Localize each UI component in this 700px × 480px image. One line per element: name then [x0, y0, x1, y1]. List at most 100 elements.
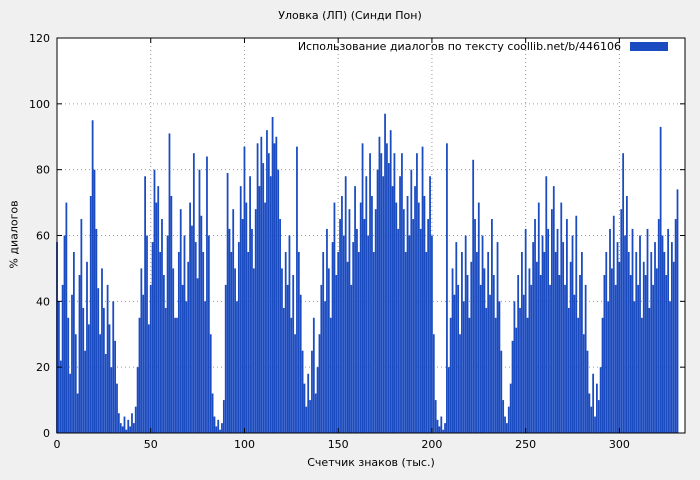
bar — [191, 225, 193, 434]
bar — [461, 251, 463, 433]
bar — [421, 146, 424, 434]
bar — [640, 317, 643, 433]
bar — [386, 143, 388, 433]
bar — [144, 176, 146, 433]
bar — [371, 196, 373, 433]
bar — [541, 235, 544, 433]
bar — [417, 202, 420, 433]
bar — [254, 209, 257, 433]
bar — [151, 242, 154, 433]
bar — [324, 301, 326, 433]
bar — [260, 136, 263, 433]
bar — [395, 202, 398, 433]
bar — [496, 242, 499, 433]
bar — [416, 153, 418, 433]
bar — [206, 156, 208, 433]
legend: Использование диалогов по тексту coollib… — [298, 40, 668, 53]
bar — [236, 301, 238, 433]
bar — [185, 301, 188, 433]
bar — [341, 196, 343, 433]
bar — [588, 393, 591, 433]
bar — [611, 268, 613, 433]
bar — [423, 196, 426, 433]
bar — [196, 278, 199, 433]
bar — [226, 172, 229, 433]
bar — [339, 219, 341, 433]
axis-ticks — [56, 37, 685, 434]
bar — [299, 294, 302, 433]
legend-swatch — [630, 42, 668, 51]
bar — [464, 235, 467, 433]
bar — [442, 429, 445, 433]
bar — [494, 317, 497, 433]
bar — [301, 350, 304, 433]
bar — [320, 284, 323, 434]
bar — [491, 219, 493, 433]
bar — [404, 251, 407, 433]
bar — [389, 130, 392, 434]
bar — [566, 219, 568, 433]
y-tick-label: 100 — [29, 98, 50, 111]
bar — [670, 242, 673, 433]
bar — [481, 235, 484, 433]
bar — [215, 426, 218, 433]
bar — [487, 251, 490, 433]
bar — [543, 251, 546, 433]
bar — [483, 268, 486, 433]
bar — [652, 284, 655, 434]
legend-label: Использование диалогов по тексту coollib… — [297, 40, 621, 53]
bar — [307, 373, 310, 433]
bar — [470, 261, 473, 433]
bar — [112, 301, 115, 433]
bar — [290, 317, 293, 433]
bar — [129, 426, 131, 433]
bar — [434, 400, 437, 433]
bar — [378, 136, 381, 433]
bar — [243, 146, 246, 434]
bar — [633, 301, 636, 433]
bar — [440, 416, 443, 433]
bar — [322, 251, 325, 433]
bar — [513, 301, 516, 433]
bar — [468, 317, 471, 433]
bar — [642, 261, 645, 433]
bar — [207, 235, 210, 433]
bar — [202, 251, 205, 433]
bar — [194, 242, 197, 433]
bar — [189, 202, 191, 433]
bar — [222, 400, 225, 433]
bar — [305, 406, 308, 433]
bar — [669, 301, 671, 433]
y-tick-label: 60 — [36, 230, 50, 243]
bar — [659, 126, 662, 434]
bar — [562, 242, 565, 433]
bar — [474, 219, 476, 433]
bar — [159, 251, 161, 433]
bar — [352, 242, 355, 433]
bar — [327, 268, 330, 433]
bar — [116, 383, 118, 434]
bar — [537, 202, 540, 433]
bar — [86, 261, 88, 433]
bar — [639, 235, 641, 433]
bar — [635, 251, 638, 433]
bar — [577, 317, 580, 433]
bar — [485, 307, 488, 433]
bar — [108, 324, 111, 434]
bar — [601, 317, 604, 433]
y-tick-label: 120 — [29, 32, 50, 45]
bar — [78, 275, 81, 433]
bar — [648, 307, 651, 433]
bar — [164, 307, 167, 433]
y-axis-title: % диалогов — [7, 200, 21, 269]
bar — [616, 242, 619, 433]
bar — [534, 219, 536, 433]
bar — [524, 228, 527, 433]
bar — [142, 294, 145, 433]
bar — [234, 268, 236, 433]
bar — [528, 268, 531, 433]
bar — [451, 268, 454, 433]
bar — [267, 153, 270, 433]
bar — [419, 228, 422, 433]
